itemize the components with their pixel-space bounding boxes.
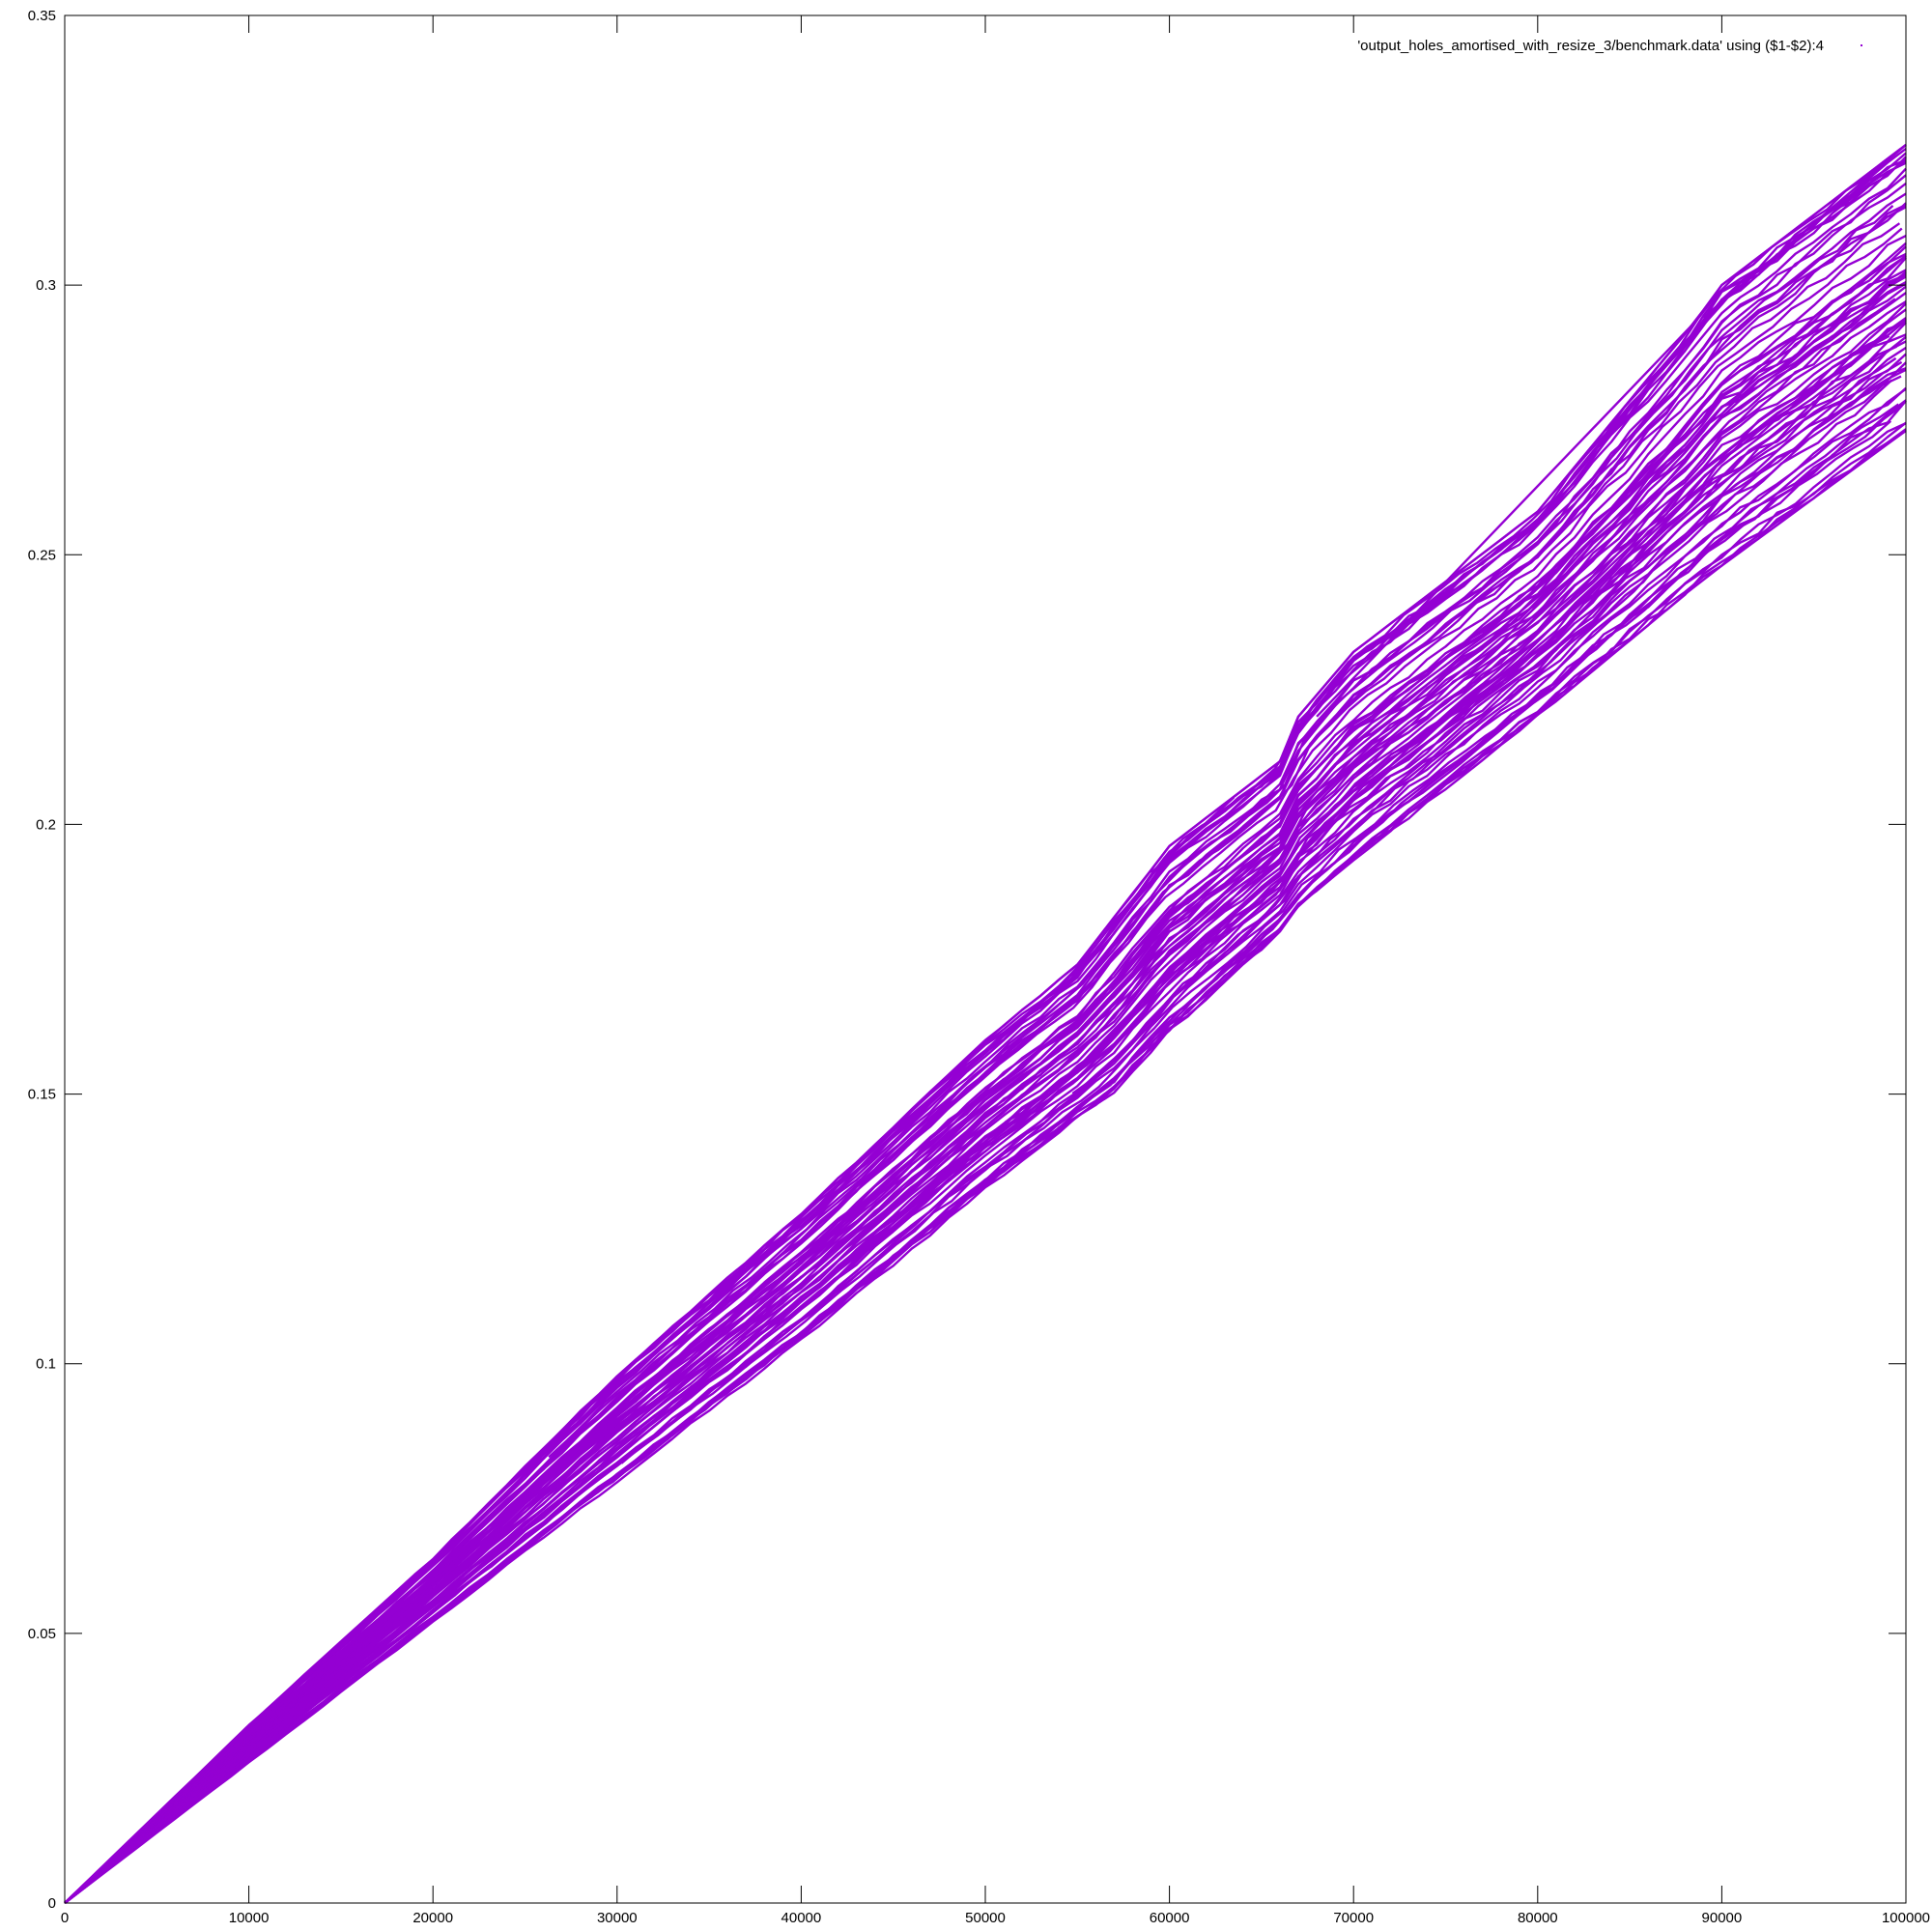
x-tick-label: 80000 xyxy=(1518,1910,1558,1926)
x-tick-label: 20000 xyxy=(412,1910,453,1926)
x-tick-label: 70000 xyxy=(1333,1910,1374,1926)
x-tick-label: 50000 xyxy=(965,1910,1006,1926)
series-run-line xyxy=(1139,298,1896,981)
series-outlier-segment xyxy=(1316,322,1695,718)
y-tick-label: 0.15 xyxy=(28,1087,56,1103)
x-tick-label: 10000 xyxy=(229,1910,270,1926)
plot-border xyxy=(64,14,1907,1904)
series-run-line xyxy=(64,167,1907,1904)
x-tick-label: 60000 xyxy=(1150,1910,1190,1926)
series-outlier-segment xyxy=(229,1562,434,1746)
series-run-line xyxy=(64,308,1907,1904)
series-run-line xyxy=(64,147,1907,1904)
series-run-line xyxy=(64,428,1907,1904)
y-tick-label: 0.25 xyxy=(28,547,56,563)
series-run-line xyxy=(64,156,1907,1904)
series-outlier-segment xyxy=(1702,144,1907,319)
y-tick-label: 0.35 xyxy=(28,8,56,24)
x-tick-label: 0 xyxy=(61,1910,69,1926)
series-run-line xyxy=(64,255,1907,1904)
y-tick-label: 0.05 xyxy=(28,1626,56,1642)
y-tick-label: 0 xyxy=(48,1895,56,1912)
series-run-line xyxy=(548,205,1894,1459)
series-run-line xyxy=(886,222,1901,1164)
series-run-line xyxy=(1071,375,1902,1094)
legend-marker xyxy=(1861,44,1862,46)
series-run-line xyxy=(103,419,1892,1872)
series-run-line xyxy=(64,302,1907,1904)
series-run-line xyxy=(64,275,1907,1904)
series-outlier-segment xyxy=(1150,796,1236,874)
x-tick-label: 90000 xyxy=(1702,1910,1743,1926)
series-run-line xyxy=(64,386,1907,1904)
chart-axes: 0 10000 20000 30000 40000 50000 60000 70000 8000… xyxy=(28,8,1930,1926)
y-tick-label: 0.1 xyxy=(36,1356,56,1373)
y-tick-label: 0.3 xyxy=(36,277,56,294)
y-tick-label: 0.2 xyxy=(36,816,56,833)
series-run-line xyxy=(64,367,1907,1904)
chart-marks xyxy=(64,144,1907,1904)
series-run-line xyxy=(64,353,1907,1904)
chart-legend: 'output_holes_amortised_with_resize_3/be… xyxy=(1357,38,1862,54)
series-run-line xyxy=(64,192,1907,1904)
x-tick-label: 30000 xyxy=(597,1910,638,1926)
legend-label: 'output_holes_amortised_with_resize_3/be… xyxy=(1357,38,1824,54)
x-tick-label: 100000 xyxy=(1882,1910,1930,1926)
x-tick-label: 40000 xyxy=(781,1910,822,1926)
series-run-line xyxy=(64,252,1907,1904)
series-run-line xyxy=(906,227,1903,1148)
